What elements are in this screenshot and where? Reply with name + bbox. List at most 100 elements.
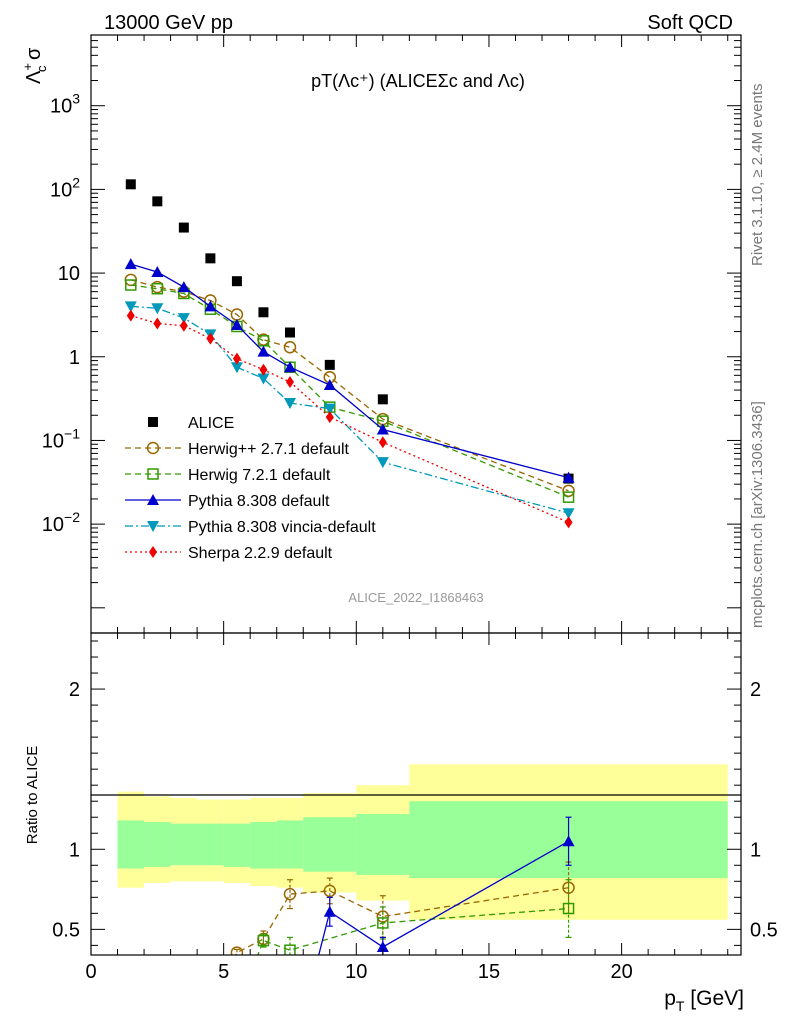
data-point [231, 276, 242, 287]
data-point [562, 471, 575, 483]
data-point [376, 423, 389, 435]
ratio-point [257, 934, 270, 947]
ratio-y-tick-label-right: 1 [750, 839, 761, 861]
data-point [178, 222, 189, 233]
data-point [283, 398, 296, 410]
data-point [230, 362, 243, 374]
legend-label: ALICE [188, 415, 234, 432]
x-axis-label: pT [GeV] [664, 987, 744, 1014]
y-label-lambda: Λ [23, 70, 45, 84]
ratio-herwig-7-2-1-default [257, 879, 575, 955]
main-y-axis-label: Λ+c σ [20, 47, 49, 84]
ratio-point [377, 917, 389, 929]
x-tick-label: 5 [218, 961, 229, 983]
green-band [144, 822, 171, 867]
data-point [257, 373, 270, 385]
mcplots-label: mcplots.cern.ch [arXiv:1306.3436] [749, 401, 766, 628]
main-y-tick-label: 10−2 [42, 509, 80, 536]
series-line [130, 279, 569, 492]
x-tick-label: 15 [478, 961, 500, 983]
legend-entry: Pythia 8.308 default [125, 493, 330, 510]
series-line [130, 263, 569, 479]
main-y-tick-label: 103 [50, 91, 80, 118]
ratio-point [230, 946, 244, 955]
legend-entry: Herwig++ 2.7.1 default [125, 441, 350, 458]
legend-marker [148, 417, 158, 427]
data-point [562, 484, 575, 498]
series-herwig-2-7-1-default [124, 273, 575, 498]
green-band [303, 817, 357, 872]
x-label-unit: [GeV] [684, 987, 744, 1010]
x-tick-label: 20 [610, 961, 632, 983]
data-point [151, 266, 164, 278]
data-point [283, 361, 296, 373]
ratio-line [257, 907, 569, 955]
ratio-series-layer [230, 816, 575, 955]
header-category: Soft QCD [647, 12, 733, 34]
main-y-tick-label: 10−1 [42, 425, 80, 452]
ratio-point [323, 905, 336, 917]
ratio-herwig-2-7-1-default [230, 861, 575, 955]
legend-label: Pythia 8.308 vincia-default [188, 519, 376, 536]
ratio-y-tick-labels: 0.5 0.5 1 1 2 2 [52, 679, 778, 941]
data-point [230, 318, 243, 330]
main-y-tick-label: 102 [50, 174, 80, 201]
ratio-point [283, 887, 297, 901]
ratio-x-tick-labels: 0 5 10 15 20 [85, 961, 632, 983]
series-line [130, 284, 569, 498]
main-series-layer [124, 179, 575, 529]
y-label-sub: c [34, 65, 49, 72]
green-band [356, 814, 410, 875]
legend-label: Pythia 8.308 default [188, 493, 330, 510]
data-point [152, 196, 163, 207]
green-band [223, 823, 251, 867]
data-point [232, 352, 241, 365]
ratio-point [284, 944, 296, 955]
green-band [250, 822, 277, 869]
data-point [564, 516, 573, 529]
ratio-y-tick-label: 0.5 [52, 919, 80, 941]
ratio-axis-ticks [90, 633, 741, 955]
green-band [117, 820, 145, 869]
legend-label: Herwig 7.2.1 default [188, 467, 331, 484]
ratio-y-tick-label: 1 [69, 839, 80, 861]
legend-marker [147, 494, 159, 505]
x-label-sub: T [676, 998, 685, 1014]
legend-entry: Pythia 8.308 vincia-default [125, 519, 376, 536]
data-point [204, 300, 217, 312]
ratio-panel: 0.5 0.5 1 1 2 2 0 5 10 15 20 Ratio to ALICE pT [G… [24, 632, 778, 1014]
y-label-sigma: σ [23, 47, 45, 66]
legend-marker [147, 521, 159, 532]
data-point [177, 281, 190, 293]
legend-marker [149, 546, 157, 558]
ratio-y-axis-label: Ratio to ALICE [24, 746, 41, 844]
green-band [170, 823, 198, 866]
legend: ALICE Herwig++ 2.7.1 default Herwig 7.2.1 … [125, 415, 376, 562]
ratio-line [318, 840, 569, 955]
data-point [562, 491, 575, 503]
main-panel: pT(Λc⁺) (ALICEΣc and Λc) ALICE_2022_I186… [20, 34, 742, 634]
data-point [378, 436, 387, 449]
legend-entry: Herwig 7.2.1 default [125, 467, 331, 484]
green-band [276, 820, 304, 869]
data-point [151, 282, 164, 295]
series-pythia-8-308-default [124, 258, 575, 483]
series-alice [125, 179, 574, 484]
main-y-tick-labels: 10−2 10−1 1 10 102 103 [42, 91, 80, 536]
data-point [325, 411, 334, 424]
series-line [130, 315, 569, 523]
series-pythia-8-308-vincia-default [124, 301, 575, 520]
header-energy: 13000 GeV pp [104, 12, 233, 34]
rivet-version-label: Rivet 3.1.10, ≥ 2.4M events [749, 84, 766, 267]
data-point [153, 317, 162, 330]
main-axis-ticks [90, 34, 741, 633]
data-point [258, 307, 269, 318]
data-point [323, 403, 336, 415]
data-point [177, 313, 190, 325]
main-title: pT(Λc⁺) (ALICEΣc and Λc) [311, 71, 525, 91]
ratio-point [323, 884, 337, 898]
data-point [257, 345, 270, 357]
data-point [124, 258, 137, 270]
data-point [125, 279, 137, 291]
data-point [562, 508, 575, 520]
